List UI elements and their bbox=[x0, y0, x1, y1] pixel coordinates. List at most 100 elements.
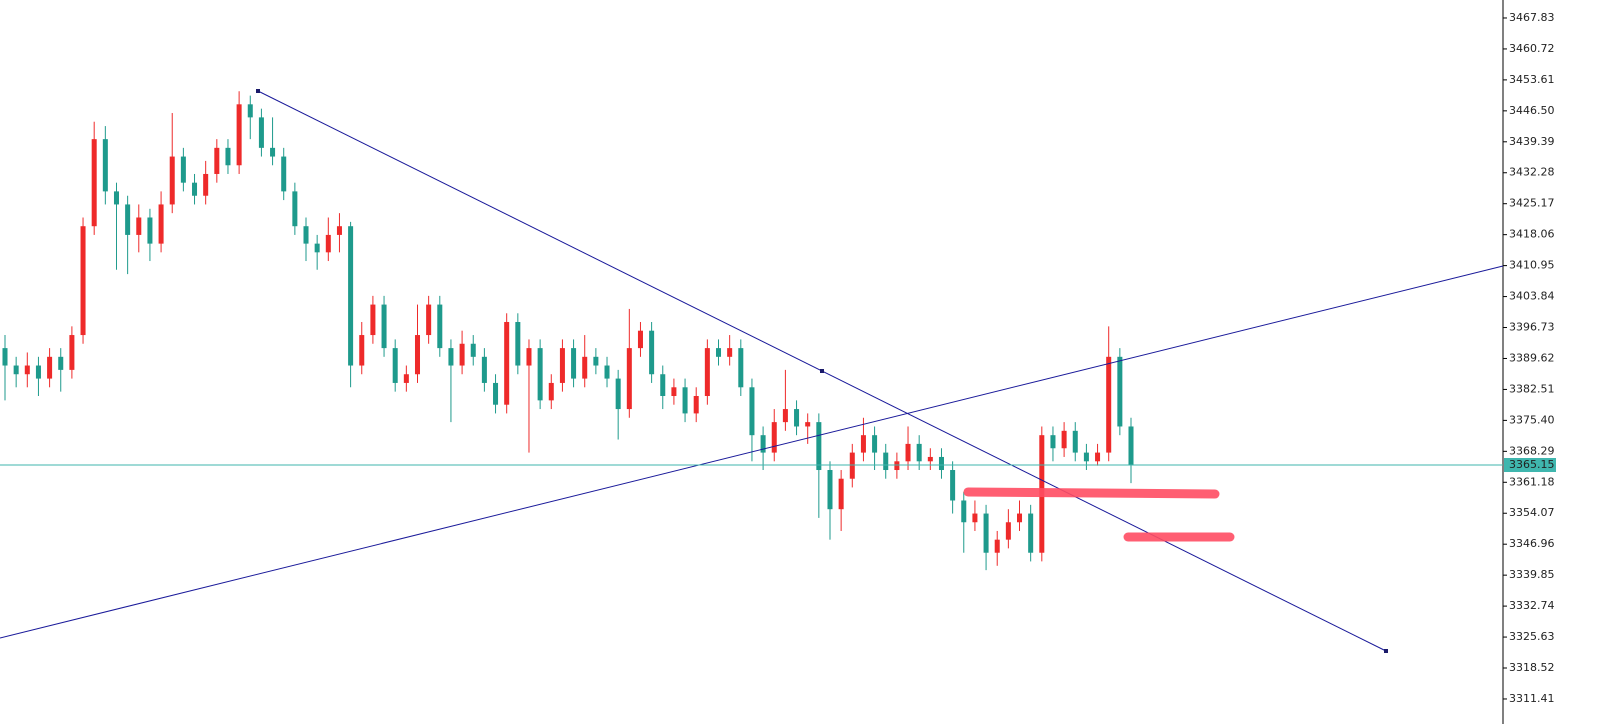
candle-body bbox=[805, 422, 811, 427]
y-tick-label: 3410.95 bbox=[1509, 259, 1555, 272]
candle-body bbox=[838, 478, 844, 510]
candle-body bbox=[281, 156, 287, 192]
candle-body bbox=[203, 173, 209, 196]
candle-body bbox=[35, 365, 41, 379]
y-tick-label: 3332.74 bbox=[1509, 599, 1555, 612]
candle-body bbox=[738, 348, 744, 388]
candle-body bbox=[158, 204, 164, 244]
candle-body bbox=[727, 348, 733, 357]
candle-body bbox=[961, 500, 967, 523]
candle-body bbox=[69, 335, 75, 370]
candle-body bbox=[671, 387, 677, 397]
candle-body bbox=[637, 330, 643, 349]
trend-anchor bbox=[1384, 649, 1388, 653]
candle-body bbox=[481, 356, 487, 383]
candle-body bbox=[214, 147, 220, 174]
candle-body bbox=[682, 387, 688, 414]
candle-body bbox=[1095, 452, 1101, 462]
candle-body bbox=[760, 435, 766, 453]
candle-body bbox=[47, 356, 53, 379]
highlight-stroke bbox=[963, 487, 1220, 499]
candle-body bbox=[1017, 513, 1023, 523]
candle-body bbox=[794, 409, 800, 427]
y-tick-label: 3325.63 bbox=[1509, 630, 1555, 643]
candle-body bbox=[849, 452, 855, 479]
candle-body bbox=[548, 382, 554, 401]
candle-body bbox=[91, 139, 97, 227]
candle-body bbox=[192, 182, 198, 196]
y-tick-label: 3453.61 bbox=[1509, 73, 1555, 86]
y-tick-label: 3396.73 bbox=[1509, 321, 1555, 334]
candle-body bbox=[972, 513, 978, 523]
candle-body bbox=[1106, 356, 1112, 453]
y-tick-label: 3403.84 bbox=[1509, 290, 1555, 303]
candle-body bbox=[336, 226, 342, 235]
candle-body bbox=[660, 374, 666, 397]
trend-line bbox=[0, 265, 1504, 639]
candles bbox=[2, 91, 1134, 571]
candle-body bbox=[426, 304, 432, 336]
candle-body bbox=[370, 304, 376, 336]
y-tick-label: 3467.83 bbox=[1509, 11, 1555, 24]
candle-body bbox=[1050, 435, 1056, 449]
candle-body bbox=[950, 470, 956, 501]
candle-body bbox=[270, 147, 276, 157]
candle-body bbox=[927, 456, 933, 462]
candle-body bbox=[1005, 522, 1011, 540]
candle-body bbox=[258, 117, 264, 148]
candle-body bbox=[1117, 356, 1123, 427]
candle-body bbox=[883, 452, 889, 471]
candle-body bbox=[58, 356, 64, 370]
candle-body bbox=[24, 365, 30, 375]
last-price-box bbox=[1504, 458, 1556, 473]
candle-body bbox=[292, 191, 298, 227]
candle-body bbox=[325, 234, 331, 253]
candle-body bbox=[1072, 430, 1078, 453]
candle-body bbox=[693, 396, 699, 414]
y-tick-label: 3382.51 bbox=[1509, 382, 1555, 395]
candle-body bbox=[359, 335, 365, 366]
candle-body bbox=[1083, 452, 1089, 462]
candle-body bbox=[626, 348, 632, 410]
y-tick-label: 3346.96 bbox=[1509, 537, 1555, 550]
candle-body bbox=[872, 435, 878, 453]
candle-body bbox=[414, 335, 421, 375]
candle-body bbox=[916, 443, 922, 462]
y-tick-label: 3339.85 bbox=[1509, 568, 1555, 581]
trend-anchor bbox=[256, 89, 260, 93]
candle-body bbox=[180, 156, 186, 183]
y-tick-label: 3368.29 bbox=[1509, 444, 1555, 457]
candle-body bbox=[102, 139, 108, 192]
candle-body bbox=[827, 470, 833, 510]
candle-body bbox=[771, 422, 777, 453]
last-price-label: 3365.15 bbox=[1509, 458, 1555, 471]
candle-body bbox=[559, 348, 565, 383]
y-tick-label: 3354.07 bbox=[1509, 506, 1555, 519]
candle-body bbox=[649, 330, 655, 375]
candle-body bbox=[715, 348, 722, 357]
candle-body bbox=[437, 304, 443, 349]
y-tick-label: 3375.40 bbox=[1509, 413, 1555, 426]
candle-body bbox=[905, 443, 911, 462]
candle-body bbox=[448, 348, 454, 366]
candle-body bbox=[604, 365, 610, 379]
candle-body bbox=[704, 348, 710, 397]
candle-body bbox=[2, 348, 8, 366]
candle-body bbox=[247, 104, 253, 118]
candle-body bbox=[1128, 426, 1134, 466]
candle-body bbox=[314, 243, 320, 253]
y-tick-label: 3318.52 bbox=[1509, 661, 1555, 674]
candle-body bbox=[225, 147, 231, 166]
y-tick-label: 3425.17 bbox=[1509, 197, 1555, 210]
candle-body bbox=[816, 422, 822, 471]
candle-body bbox=[80, 226, 86, 336]
candle-body bbox=[1061, 430, 1067, 449]
candle-body bbox=[136, 217, 142, 235]
candle-body bbox=[749, 387, 755, 436]
candle-body bbox=[615, 378, 621, 410]
candle-body bbox=[860, 435, 866, 453]
candle-body bbox=[403, 374, 409, 383]
